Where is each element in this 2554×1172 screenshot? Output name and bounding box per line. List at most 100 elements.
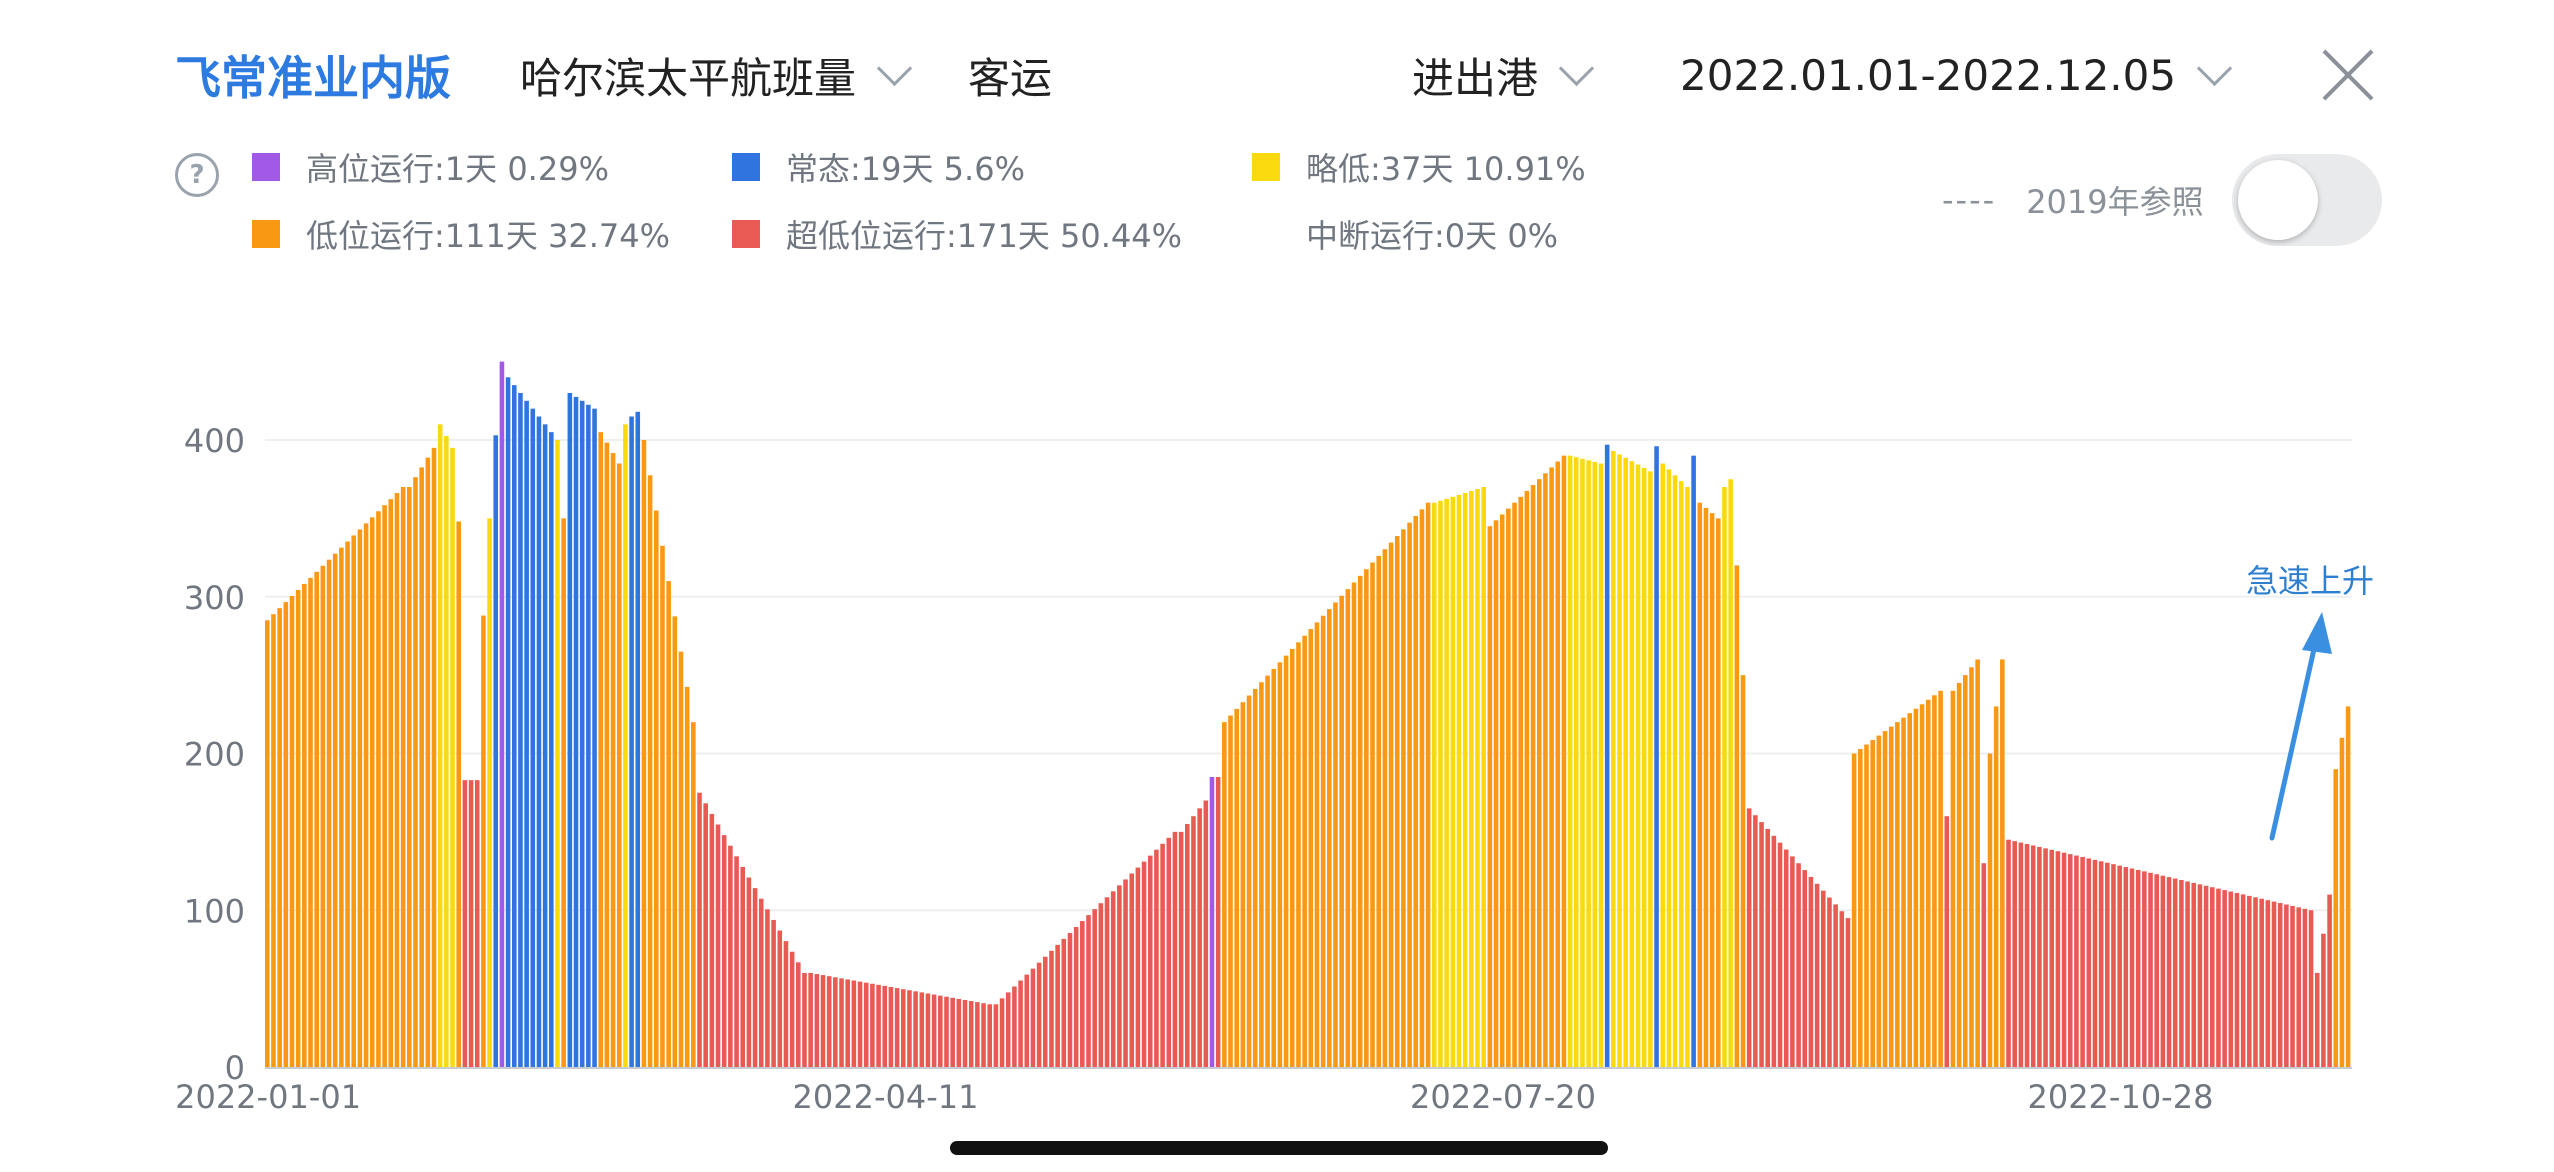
bar <box>481 615 486 1067</box>
bar <box>1851 753 1857 1067</box>
bar <box>1499 514 1505 1067</box>
bar <box>271 614 276 1067</box>
bar <box>2277 903 2283 1067</box>
legend-item-low: 低位运行:111天 32.74% <box>252 212 670 256</box>
bar <box>2321 933 2326 1067</box>
bar <box>1623 457 1628 1067</box>
legend-swatch <box>1252 153 1280 181</box>
bar <box>1456 494 1462 1067</box>
bar <box>1709 513 1715 1067</box>
x-tick-label: 2022-04-11 <box>793 1078 979 1116</box>
bar <box>672 616 678 1067</box>
bar <box>1506 508 1511 1067</box>
bar <box>1191 816 1196 1067</box>
y-tick-label: 200 <box>184 736 245 774</box>
bar <box>1678 481 1684 1068</box>
bar <box>1993 706 1999 1067</box>
bar <box>2203 885 2209 1067</box>
bar <box>647 475 653 1067</box>
bar <box>1178 831 1184 1067</box>
bar <box>1820 890 1826 1067</box>
bar <box>845 979 850 1067</box>
bar <box>320 565 326 1067</box>
legend-label: 超低位运行:171天 50.44% <box>786 217 1183 255</box>
reference-dash: ---- <box>1942 181 1997 219</box>
bar <box>1660 463 1666 1067</box>
airport-selector[interactable]: 哈尔滨太平航班量 <box>520 40 913 110</box>
bar <box>413 477 418 1067</box>
bar <box>1895 722 1900 1067</box>
legend-swatch <box>732 153 760 181</box>
bar <box>1944 816 1950 1067</box>
bar <box>1691 455 1696 1067</box>
bar <box>2284 904 2289 1067</box>
bar <box>524 400 529 1067</box>
bar <box>746 877 752 1067</box>
bar <box>2135 869 2141 1067</box>
bar <box>894 988 900 1067</box>
bar <box>1641 467 1647 1067</box>
bar <box>2055 851 2061 1067</box>
bar <box>1574 457 1579 1067</box>
bar <box>2234 892 2240 1067</box>
home-indicator[interactable] <box>950 1141 1608 1155</box>
y-tick-label: 100 <box>184 892 245 930</box>
bar <box>567 392 573 1068</box>
bar <box>425 457 431 1067</box>
bar <box>1530 485 1536 1067</box>
bar <box>1598 463 1604 1067</box>
bar <box>2296 907 2302 1067</box>
bar <box>1783 849 1789 1067</box>
date-range-selector[interactable]: 2022.01.01-2022.12.05 <box>1680 40 2233 110</box>
bar <box>956 998 962 1067</box>
bar <box>1357 575 1363 1067</box>
bar <box>1845 918 1851 1067</box>
bar <box>2271 901 2277 1067</box>
direction-selector[interactable]: 进出港 <box>1412 40 1595 110</box>
bar <box>1024 974 1030 1067</box>
bar <box>616 463 622 1067</box>
bar <box>474 780 480 1067</box>
bar <box>363 523 369 1067</box>
bar <box>691 722 696 1067</box>
bar <box>394 493 400 1067</box>
bar <box>487 518 492 1067</box>
bar <box>1073 927 1079 1067</box>
legend-label: 高位运行:1天 0.29% <box>306 150 609 188</box>
help-icon[interactable]: ? <box>175 153 219 197</box>
bar <box>1092 909 1097 1067</box>
bar <box>1413 516 1419 1067</box>
reference-toggle[interactable] <box>2232 154 2382 246</box>
bar <box>907 990 912 1067</box>
bar <box>1635 464 1641 1067</box>
bar <box>900 989 906 1067</box>
bar <box>1987 753 1993 1067</box>
bar <box>511 385 517 1067</box>
legend-swatch <box>732 220 760 248</box>
bar <box>1117 885 1122 1067</box>
bar <box>549 432 554 1068</box>
bar <box>968 1001 974 1067</box>
bar <box>2006 839 2011 1067</box>
bar <box>2123 867 2129 1067</box>
bar <box>1746 808 1752 1067</box>
bar <box>2105 862 2110 1067</box>
bar <box>925 993 931 1067</box>
bar <box>752 888 758 1067</box>
bar <box>2030 845 2036 1067</box>
bar <box>295 589 301 1067</box>
legend-label: 低位运行:111天 32.74% <box>306 217 671 255</box>
bar <box>1629 461 1635 1067</box>
bar <box>913 991 918 1067</box>
bar <box>1925 699 1931 1067</box>
bar <box>1141 861 1147 1067</box>
bar <box>1765 828 1770 1067</box>
bar <box>1234 708 1239 1067</box>
category-label[interactable]: 客运 <box>968 53 1053 103</box>
bar <box>820 975 826 1067</box>
bar <box>826 976 832 1067</box>
bar <box>1604 444 1610 1067</box>
bar <box>2345 706 2351 1067</box>
bar <box>758 898 764 1067</box>
bar <box>2290 905 2295 1067</box>
